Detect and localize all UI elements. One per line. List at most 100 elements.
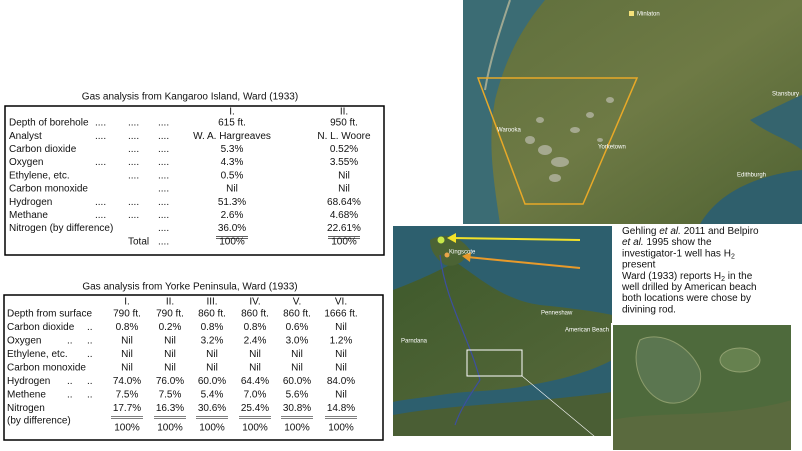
cell: 16.3%	[156, 403, 184, 414]
cell: 100%	[114, 423, 140, 434]
cell: 860 ft.	[198, 309, 226, 320]
cell: Nil	[335, 349, 347, 360]
annotation-text: Gehling	[622, 226, 659, 237]
cell: Nil	[206, 363, 218, 374]
cell: 5.3%	[221, 144, 244, 155]
row-label: Depth from surface	[7, 309, 92, 320]
arrow	[451, 237, 581, 241]
leader-dots: ....	[158, 157, 169, 168]
cell: 51.3%	[218, 197, 246, 208]
cell: 0.2%	[159, 322, 182, 333]
map-label: Warooka	[497, 128, 521, 134]
cell: 25.4%	[241, 403, 269, 414]
cell: 2.6%	[221, 210, 244, 221]
cell: 0.8%	[116, 322, 139, 333]
row-label: Ethylene, etc.	[9, 170, 70, 181]
leader-dots: ....	[128, 144, 139, 155]
row-label: Hydrogen	[7, 376, 50, 387]
inset-map	[612, 324, 792, 451]
annotation-line: divining rod.	[622, 304, 676, 315]
map-label: Stansbury	[772, 92, 799, 98]
cell: Nil	[226, 184, 238, 195]
cell: N. L. Woore	[317, 131, 371, 142]
cell: 74.0%	[113, 376, 141, 387]
leader-dots: ....	[158, 197, 169, 208]
annotation: Gehling et al. 2011 and Belpiro et al. 19…	[621, 226, 759, 315]
map-label: Minlaton	[637, 12, 660, 18]
inset-border	[611, 323, 793, 451]
cell: 68.64%	[327, 197, 361, 208]
cell: Nil	[249, 363, 261, 374]
cell: 84.0%	[327, 376, 355, 387]
leader-dots: ..	[67, 376, 73, 387]
leader-dots: ....	[95, 157, 106, 168]
cell: 100%	[219, 237, 245, 248]
cell: 100%	[331, 237, 357, 248]
cell: 100%	[157, 423, 183, 434]
leader-dots: ..	[67, 336, 73, 347]
leader-dots: ....	[95, 118, 106, 129]
cell: Nil	[121, 336, 133, 347]
cell: 100%	[242, 423, 268, 434]
row-label: Oxygen	[9, 157, 43, 168]
cell: 36.0%	[218, 223, 246, 234]
table-border	[4, 105, 385, 256]
map-label: Yorketown	[598, 145, 626, 151]
annotation-text: 2	[731, 254, 735, 261]
cell: Nil	[338, 184, 350, 195]
cell: 615 ft.	[218, 118, 246, 129]
row-label: Hydrogen	[9, 197, 52, 208]
annotation-text: 2	[721, 276, 725, 283]
table-border	[3, 294, 384, 441]
cell: 7.0%	[244, 390, 267, 401]
cell: 3.55%	[330, 157, 358, 168]
cell: 0.52%	[330, 144, 358, 155]
leader-dots: ....	[128, 170, 139, 181]
annotation-line: investigator-1 well has H2	[622, 248, 735, 261]
row-label: Ethylene, etc.	[7, 349, 68, 360]
leader-dots: ....	[128, 131, 139, 142]
cell: Nil	[291, 349, 303, 360]
cell: 5.6%	[286, 390, 309, 401]
column-header: V.	[293, 297, 302, 308]
yorke-map	[463, 0, 802, 224]
cell: 0.8%	[244, 322, 267, 333]
annotation-line: Ward (1933) reports H2 in the	[622, 270, 753, 283]
annotation-text: investigator-1 well has H	[622, 248, 731, 259]
row-label: Nitrogen (by difference)	[9, 223, 113, 234]
cell: Nil	[164, 349, 176, 360]
cell: 100%	[199, 423, 225, 434]
map-label: Penneshaw	[541, 311, 573, 317]
cell: 60.0%	[283, 376, 311, 387]
table-title: Gas analysis from Kangaroo Island, Ward …	[82, 92, 298, 103]
annotation-text: both locations were chose by	[622, 293, 751, 304]
leader-dots: ....	[158, 170, 169, 181]
arrow-head	[447, 233, 456, 243]
cell: 22.61%	[327, 223, 361, 234]
cell: Nil	[121, 363, 133, 374]
map-label: Parndana	[401, 339, 428, 345]
annotation-text: in the	[725, 270, 753, 281]
row-label: Carbon monoxide	[7, 363, 86, 374]
annotation-line: present	[622, 259, 656, 270]
cell: 860 ft.	[283, 309, 311, 320]
leader-dots: ....	[158, 223, 169, 234]
cell: W. A. Hargreaves	[193, 131, 271, 142]
annotation-line: Gehling et al. 2011 and Belpiro	[622, 226, 759, 237]
cell: 790 ft.	[113, 309, 141, 320]
cell: 1666 ft.	[324, 309, 357, 320]
cell: 100%	[328, 423, 354, 434]
leader-dots: ....	[128, 210, 139, 221]
annotation-text: Ward (1933) reports H	[622, 270, 721, 281]
leader-dots: ..	[87, 390, 93, 401]
cell: 0.6%	[286, 322, 309, 333]
cell: 4.68%	[330, 210, 358, 221]
column-header: III.	[206, 297, 217, 308]
cell: Nil	[335, 390, 347, 401]
column-header: I.	[229, 107, 235, 118]
cell: 64.4%	[241, 376, 269, 387]
cell: 2.4%	[244, 336, 267, 347]
cell: 30.6%	[198, 403, 226, 414]
leader-dots: ....	[158, 210, 169, 221]
kangaroo-table: I. II. Depth of borehole............ 615 ft…	[9, 107, 371, 248]
